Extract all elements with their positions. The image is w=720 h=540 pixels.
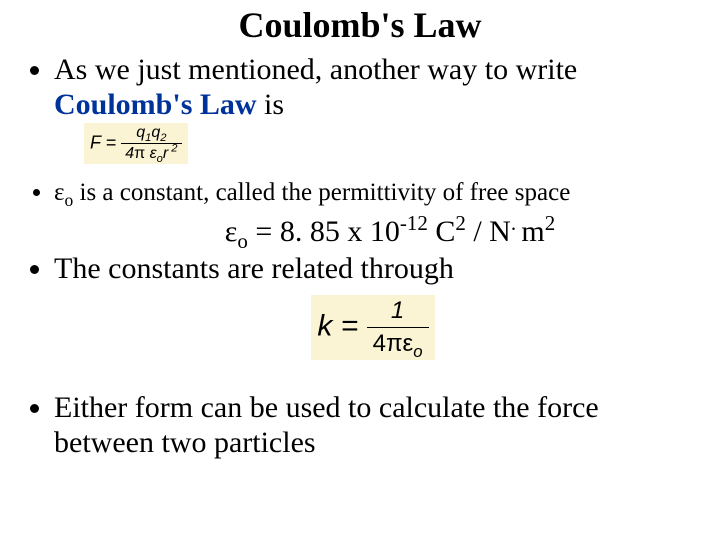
slide: Coulomb's Law As we just mentioned, anot… bbox=[0, 0, 720, 460]
f1-eq: = bbox=[101, 132, 122, 152]
f1-frac: q1q2 4π εor 2 bbox=[121, 125, 181, 162]
bullet-1-text: As we just mentioned, another way to wri… bbox=[54, 52, 577, 123]
f1-num: q1q2 bbox=[121, 125, 181, 144]
b1-is: is bbox=[257, 88, 285, 121]
f2-eq: = bbox=[332, 309, 366, 342]
b1-coulombs-law: Coulomb's Law bbox=[54, 88, 257, 121]
bullet-1-row: As we just mentioned, another way to wri… bbox=[54, 52, 692, 164]
f1-F: F bbox=[90, 132, 101, 152]
f1-den: 4π εor 2 bbox=[121, 144, 181, 162]
b4-text: Either form can be used to calculate the… bbox=[54, 391, 599, 459]
b2-text: is a constant, called the permittivity o… bbox=[73, 179, 570, 206]
epsilon-value-line: εo = 8. 85 x 10-12 C2 / N. m2 bbox=[88, 215, 692, 249]
b2-eps: εo bbox=[54, 179, 73, 206]
formula-k-wrapper: k = 1 4πεo bbox=[54, 295, 692, 360]
f2-k: k bbox=[317, 309, 332, 342]
formula-f-box: F = q1q2 4π εor 2 bbox=[84, 123, 188, 164]
bullet-4: Either form can be used to calculate the… bbox=[54, 390, 692, 461]
b3-text: The constants are related through bbox=[54, 252, 454, 285]
bullet-3: The constants are related through bbox=[54, 251, 692, 286]
bullet-2: εo is a constant, called the permittivit… bbox=[54, 178, 692, 208]
formula-k-box: k = 1 4πεo bbox=[311, 295, 434, 360]
bullet-1: As we just mentioned, another way to wri… bbox=[54, 52, 692, 164]
f2-den: 4πεo bbox=[367, 328, 429, 358]
b1-line1: As we just mentioned, another way to wri… bbox=[54, 53, 577, 86]
f2-frac: 1 4πεo bbox=[367, 297, 429, 358]
f2-num: 1 bbox=[367, 297, 429, 328]
slide-title: Coulomb's Law bbox=[28, 4, 692, 46]
bullet-list: As we just mentioned, another way to wri… bbox=[28, 52, 692, 460]
